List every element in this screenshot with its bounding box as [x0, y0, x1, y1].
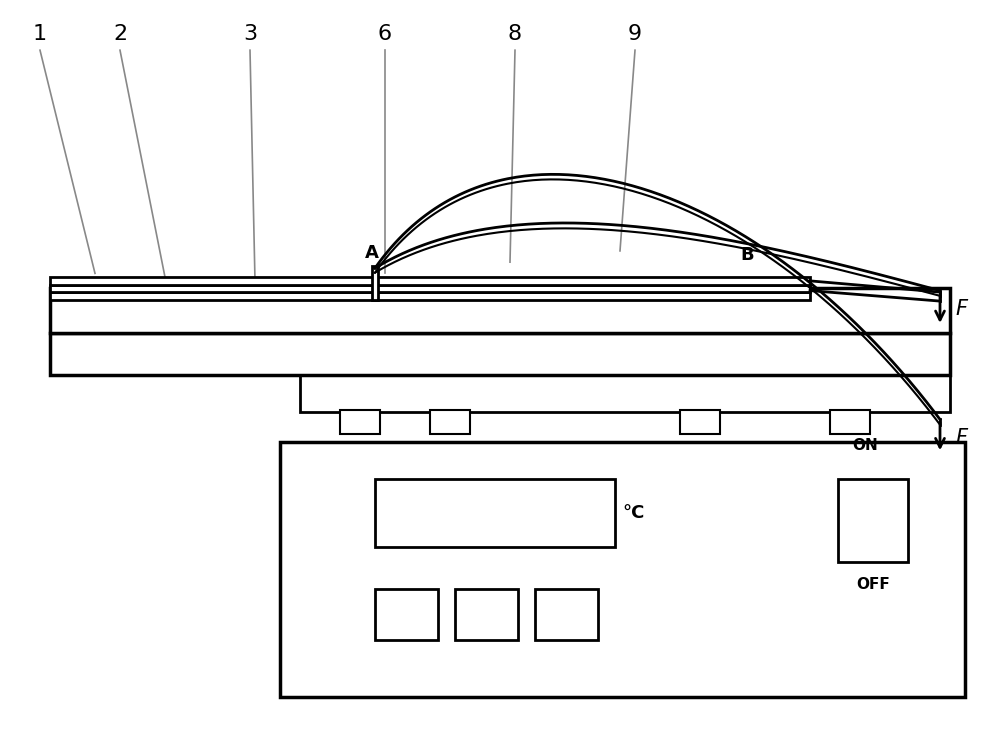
- Bar: [372, 266, 378, 300]
- Text: $\mathit{F}$: $\mathit{F}$: [955, 428, 969, 448]
- Bar: [280, 442, 965, 697]
- Bar: [50, 277, 810, 285]
- Bar: [430, 410, 470, 434]
- Bar: [680, 410, 720, 434]
- Text: 2: 2: [113, 24, 127, 43]
- Text: OFF: OFF: [856, 577, 890, 592]
- Bar: [50, 333, 950, 374]
- Text: °C: °C: [622, 504, 644, 522]
- Text: 6: 6: [378, 24, 392, 43]
- Bar: [300, 374, 950, 412]
- Bar: [50, 292, 810, 300]
- Bar: [50, 285, 810, 292]
- Text: A: A: [365, 244, 379, 262]
- Bar: [535, 589, 598, 640]
- Bar: [340, 410, 380, 434]
- Text: $\mathit{F}$: $\mathit{F}$: [955, 300, 969, 319]
- Bar: [375, 479, 615, 547]
- Bar: [838, 479, 908, 562]
- Bar: [50, 288, 950, 333]
- Text: 1: 1: [33, 24, 47, 43]
- Bar: [830, 410, 870, 434]
- Bar: [455, 589, 518, 640]
- Text: B: B: [740, 246, 754, 264]
- Text: 9: 9: [628, 24, 642, 43]
- Text: 3: 3: [243, 24, 257, 43]
- Bar: [375, 589, 438, 640]
- Text: ON: ON: [852, 438, 878, 453]
- Text: 8: 8: [508, 24, 522, 43]
